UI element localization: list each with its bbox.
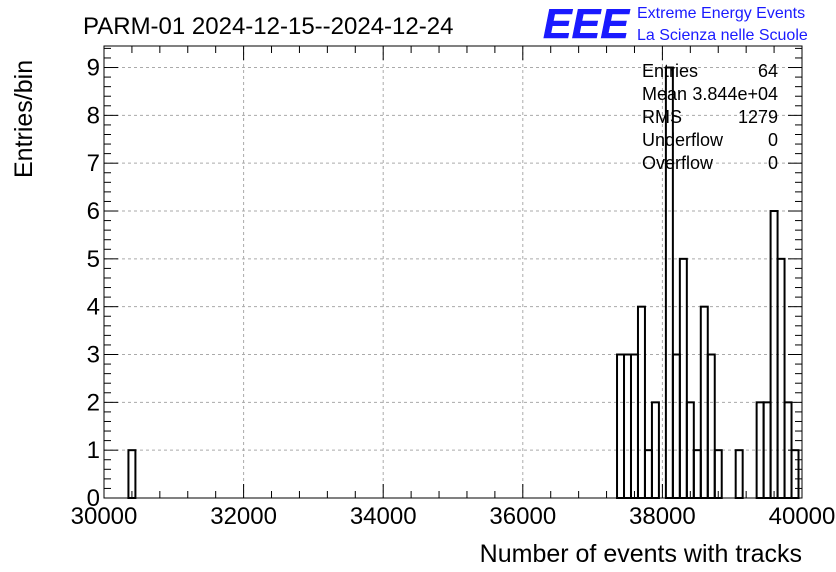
eee-logo-mark: EEE (543, 0, 631, 47)
stats-box: Entries 64 Mean 3.844e+04 RMS 1279 Underflow 0 O… (642, 61, 778, 173)
histogram-bar (629, 353, 639, 499)
stats-label: Underflow (642, 130, 724, 150)
y-tick-label: 5 (87, 246, 100, 273)
stats-label: RMS (642, 107, 682, 127)
histogram-bar (643, 449, 653, 499)
y-tick-label: 1 (87, 437, 100, 464)
y-tick-label: 7 (87, 150, 100, 177)
y-tick-label: 8 (87, 102, 100, 129)
stats-label: Mean (642, 84, 687, 104)
stats-label: Entries (642, 61, 698, 81)
x-tick-label: 30000 (71, 503, 138, 530)
x-tick-label: 40000 (769, 503, 836, 530)
chart-title: PARM-01 2024-12-15--2024-12-24 (83, 13, 453, 40)
histogram-bar (776, 257, 786, 499)
histogram-bar (734, 449, 744, 499)
grid-lines (104, 46, 802, 498)
histogram-bar (713, 449, 723, 499)
histogram-bar (127, 449, 137, 499)
x-tick-label: 34000 (350, 503, 417, 530)
y-tick-label: 9 (87, 55, 100, 82)
stats-value: 0 (768, 153, 778, 173)
eee-logo-line1: Extreme Energy Events (637, 5, 805, 22)
x-tick-label: 36000 (489, 503, 556, 530)
histogram-bar (671, 353, 681, 499)
x-tick-labels: 30000 32000 34000 36000 38000 40000 (71, 503, 836, 530)
histogram-bar (790, 449, 800, 499)
y-tick-label: 2 (87, 389, 100, 416)
stats-value: 64 (758, 61, 778, 81)
plot-frame (103, 45, 803, 499)
histogram-bar (706, 353, 716, 499)
histogram-bar (616, 353, 626, 499)
stats-value: 3.844e+04 (692, 84, 778, 104)
stats-value: 1279 (738, 107, 778, 127)
stats-label: Overflow (642, 153, 714, 173)
axis-ticks (103, 46, 803, 499)
histogram-bar (692, 449, 702, 499)
eee-logo: EEE Extreme Energy Events La Scienza nel… (543, 0, 808, 47)
y-tick-label: 6 (87, 198, 100, 225)
y-tick-labels: 0 1 2 3 4 5 6 7 8 9 (87, 55, 100, 512)
y-tick-label: 0 (87, 485, 100, 512)
y-tick-label: 4 (87, 294, 100, 321)
x-tick-label: 38000 (629, 503, 696, 530)
y-axis-label: Entries/bin (10, 60, 38, 178)
y-tick-label: 3 (87, 342, 100, 369)
x-axis-label: Number of events with tracks (480, 540, 802, 568)
histogram-bar (623, 353, 632, 499)
stats-value: 0 (768, 130, 778, 150)
histogram-bar (678, 257, 688, 499)
x-tick-label: 32000 (210, 503, 277, 530)
eee-logo-line2: La Scienza nelle Scuole (637, 27, 808, 44)
